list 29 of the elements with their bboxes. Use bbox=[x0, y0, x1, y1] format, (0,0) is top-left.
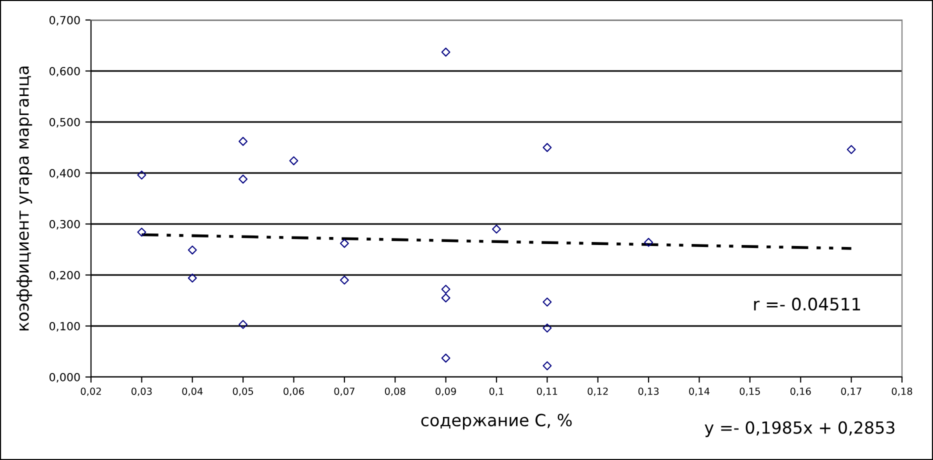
x-tick-label: 0,14 bbox=[689, 388, 710, 396]
x-tick-label: 0,17 bbox=[841, 388, 862, 396]
x-tick-label: 0,11 bbox=[537, 388, 558, 396]
x-tick-label: 0,03 bbox=[132, 388, 152, 396]
y-axis-title: коэффициент угара марганца bbox=[16, 66, 32, 330]
x-tick-label: 0,13 bbox=[638, 388, 659, 396]
y-tick-label: 0,600 bbox=[50, 66, 80, 77]
y-tick-label: 0,400 bbox=[50, 168, 80, 179]
y-tick-label: 0,300 bbox=[50, 220, 80, 230]
y-tick-label: 0,500 bbox=[50, 118, 80, 128]
x-tick-label: 0,16 bbox=[790, 388, 811, 396]
x-tick-label: 0,08 bbox=[384, 388, 406, 396]
x-axis-title: содержание C, % bbox=[421, 414, 572, 430]
x-tick-label: 0,1 bbox=[489, 388, 504, 396]
x-tick-label: 0,12 bbox=[588, 388, 608, 396]
y-tick-label: 0,100 bbox=[50, 322, 80, 332]
annotation: r =- 0.04511 bbox=[754, 298, 860, 311]
x-tick-label: 0,18 bbox=[892, 388, 912, 396]
x-tick-label: 0,06 bbox=[284, 388, 304, 396]
y-tick-label: 0,000 bbox=[50, 372, 80, 383]
x-tick-label: 0,04 bbox=[182, 388, 203, 396]
x-tick-label: 0,15 bbox=[740, 388, 760, 396]
y-tick-label: 0,700 bbox=[50, 16, 80, 26]
x-tick-label: 0,07 bbox=[334, 388, 354, 396]
y-tick-label: 0,200 bbox=[50, 270, 80, 281]
x-tick-label: 0,05 bbox=[232, 388, 254, 396]
x-tick-label: 0,09 bbox=[436, 388, 456, 396]
text: y =- 0,1985x + 0,2853 bbox=[704, 421, 894, 438]
x-tick-label: 0,02 bbox=[80, 388, 101, 396]
